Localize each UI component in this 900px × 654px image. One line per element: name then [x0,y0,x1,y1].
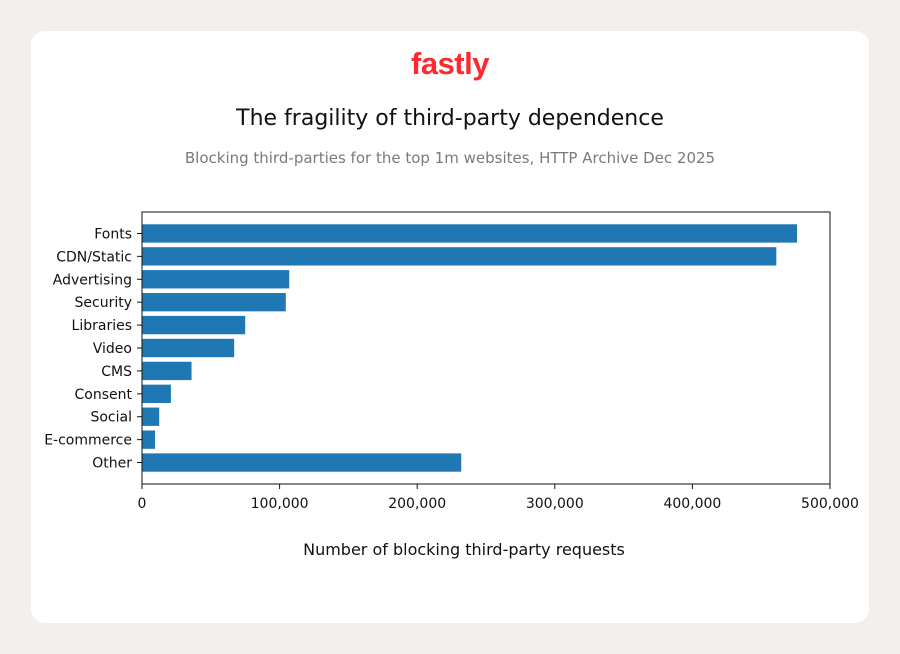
y-tick-label: CMS [101,364,132,380]
bar-cdn-static [142,247,777,266]
x-tick-label: 100,000 [251,496,309,512]
chart-subtitle: Blocking third-parties for the top 1m we… [184,149,716,167]
bar-other [142,453,462,472]
chart-title: The fragility of third-party dependence [236,106,664,131]
bar-video [142,338,235,358]
y-tick-label: Social [90,410,132,426]
fastly-logo: fastly [411,46,489,81]
bar-security [142,293,286,312]
x-tick-label: 500,000 [801,496,859,512]
y-tick-label: Libraries [72,318,132,334]
x-tick-label: 300,000 [526,496,584,512]
x-tick-label: 200,000 [388,496,446,512]
y-tick-label: CDN/Static [56,249,132,265]
y-tick-label: Advertising [53,272,132,288]
x-axis-label: Number of blocking third-party requests [303,540,625,559]
y-tick-label: Fonts [94,226,132,242]
bar-libraries [142,315,246,335]
bar-cms [142,361,192,381]
bar-social [142,407,160,426]
bar-e-commerce [142,430,156,449]
x-tick-label: 400,000 [663,496,721,512]
x-tick-label: 0 [138,496,147,512]
bar-advertising [142,270,290,289]
y-tick-label: Other [92,456,132,472]
y-tick-label: E-commerce [44,433,132,449]
y-tick-label: Consent [75,387,133,403]
y-tick-label: Video [93,341,132,357]
bar-consent [142,384,171,403]
y-tick-label: Security [75,295,133,311]
bar-fonts [142,224,797,243]
